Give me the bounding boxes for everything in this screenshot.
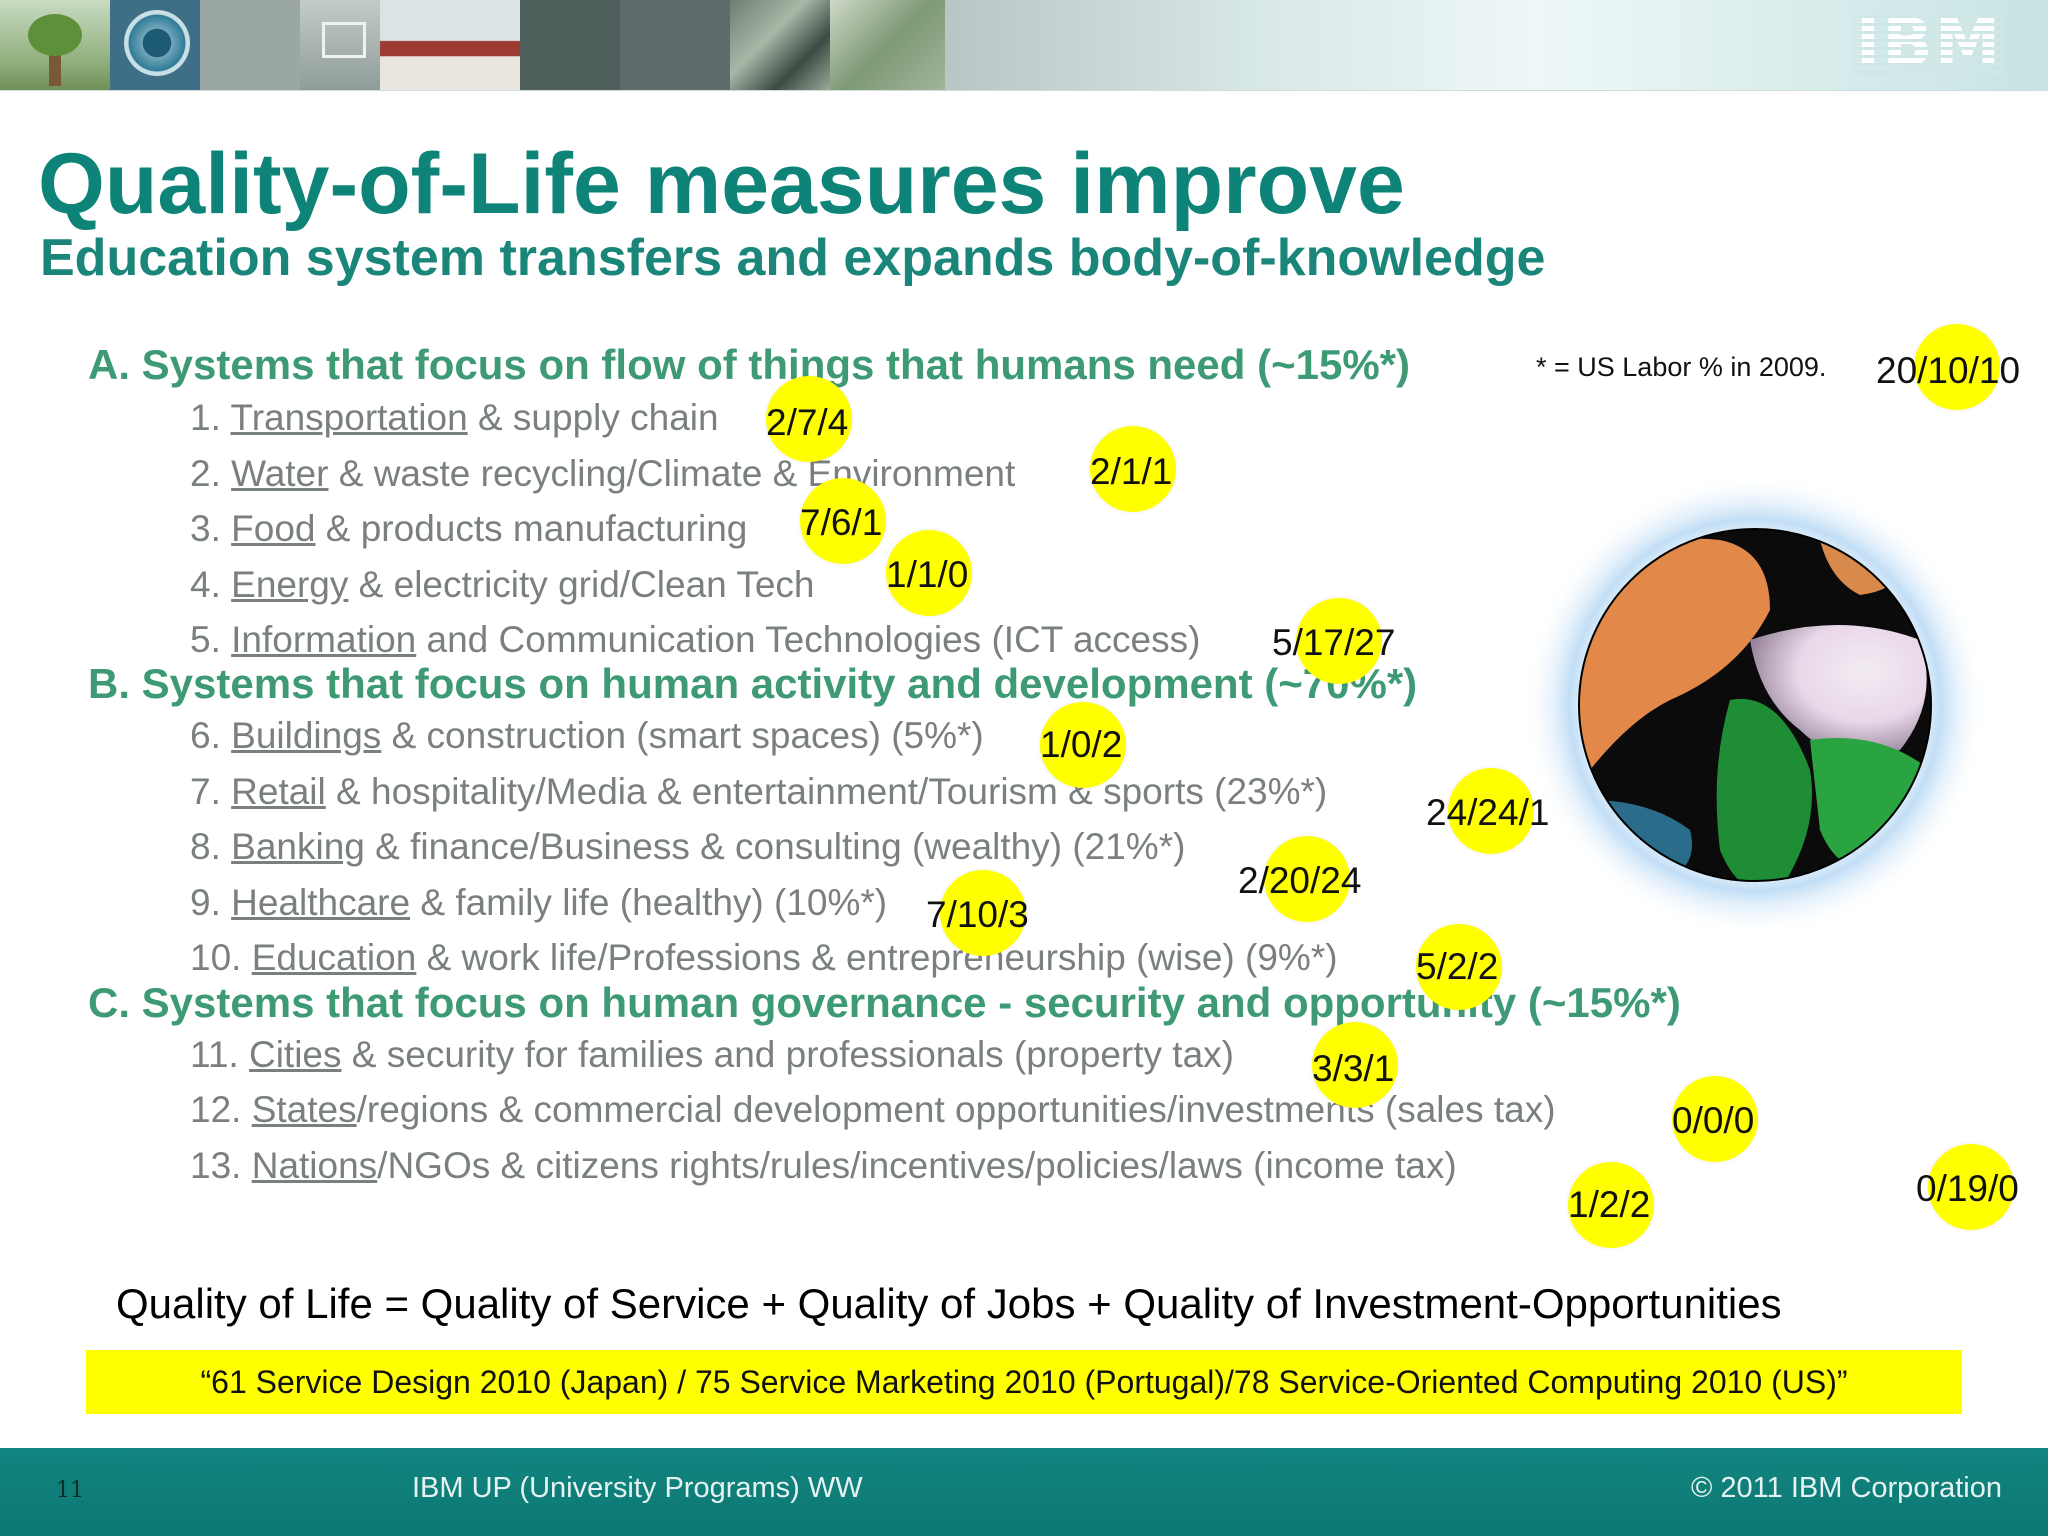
list-item: 13. Nations/NGOs & citizens rights/rules… bbox=[190, 1145, 1457, 1186]
score-badge bbox=[766, 376, 852, 462]
item-link-transportation[interactable]: Transportation bbox=[230, 397, 468, 438]
item-link-energy[interactable]: Energy bbox=[231, 564, 349, 605]
score-badge bbox=[1914, 324, 2000, 410]
list-item: 11. Cities & security for families and p… bbox=[190, 1034, 1234, 1075]
hand-photo bbox=[830, 0, 945, 90]
score-label: 7/6/1 bbox=[800, 502, 883, 543]
house-photo bbox=[380, 0, 520, 90]
footer-bar: 11 IBM UP (University Programs) WW © 201… bbox=[0, 1448, 2048, 1536]
score-label: 1/1/0 bbox=[886, 554, 969, 595]
list-item: 4. Energy & electricity grid/Clean Tech bbox=[190, 564, 815, 605]
grey-photo-2 bbox=[620, 0, 730, 90]
section-b-heading: B. Systems that focus on human activity … bbox=[88, 660, 1418, 707]
item-link-banking[interactable]: Banking bbox=[231, 826, 365, 867]
score-badge bbox=[1448, 768, 1534, 854]
score-label: 24/24/1 bbox=[1426, 792, 1550, 833]
list-item: 1. Transportation & supply chain bbox=[190, 397, 719, 438]
aerial-map-photo bbox=[730, 0, 830, 90]
item-link-cities[interactable]: Cities bbox=[248, 1034, 342, 1075]
conference-quote: “61 Service Design 2010 (Japan) / 75 Ser… bbox=[200, 1364, 1848, 1400]
item-link-education[interactable]: Education bbox=[251, 937, 417, 978]
score-label: 2/7/4 bbox=[766, 402, 849, 443]
item-link-food[interactable]: Food bbox=[231, 508, 316, 549]
highlighted-quote-bar: “61 Service Design 2010 (Japan) / 75 Ser… bbox=[86, 1350, 1962, 1414]
score-badge bbox=[1568, 1162, 1654, 1248]
score-badge bbox=[1928, 1144, 2014, 1230]
ibm-logo: IBM bbox=[1855, 4, 2003, 81]
slide-number: 11 bbox=[56, 1478, 84, 1503]
section-a-heading: A. Systems that focus on flow of things … bbox=[88, 341, 1410, 388]
score-label: 2/20/24 bbox=[1238, 860, 1362, 901]
dark-photo bbox=[520, 0, 620, 90]
score-badge bbox=[1090, 426, 1176, 512]
score-label: 5/17/27 bbox=[1272, 622, 1396, 663]
tree-image bbox=[0, 0, 110, 90]
list-item: 7. Retail & hospitality/Media & entertai… bbox=[190, 771, 1328, 812]
score-label: 7/10/3 bbox=[926, 894, 1029, 935]
score-badge bbox=[886, 530, 972, 616]
score-label: 1/2/2 bbox=[1568, 1184, 1651, 1225]
score-label: 20/10/10 bbox=[1876, 350, 2021, 391]
item-link-information[interactable]: Information bbox=[231, 619, 417, 660]
quality-of-life-equation: Quality of Life = Quality of Service + Q… bbox=[116, 1280, 1782, 1327]
score-badge bbox=[1296, 598, 1382, 684]
score-badge bbox=[1416, 924, 1502, 1010]
score-badge bbox=[1040, 702, 1126, 788]
score-label: 5/2/2 bbox=[1416, 946, 1499, 987]
header-banner: IBM bbox=[0, 0, 2048, 91]
score-label: 2/1/1 bbox=[1090, 451, 1173, 492]
list-item: 8. Banking & finance/Business & consulti… bbox=[190, 826, 1186, 867]
score-badge bbox=[940, 870, 1026, 956]
list-item: 2. Water & waste recycling/Climate & Env… bbox=[190, 453, 1016, 494]
score-label: 0/0/0 bbox=[1672, 1100, 1755, 1141]
score-badge bbox=[800, 478, 886, 564]
footer-program: IBM UP (University Programs) WW bbox=[412, 1472, 863, 1504]
page-subtitle: Education system transfers and expands b… bbox=[40, 229, 1546, 287]
lab-photo bbox=[300, 0, 380, 90]
page-title: Quality-of-Life measures improve bbox=[38, 136, 1405, 232]
score-label: 3/3/1 bbox=[1312, 1048, 1395, 1089]
score-label: 1/0/2 bbox=[1040, 724, 1123, 765]
score-badge bbox=[1264, 836, 1350, 922]
list-item: 5. Information and Communication Technol… bbox=[190, 619, 1201, 660]
list-item: 3. Food & products manufacturing bbox=[190, 508, 748, 549]
item-link-retail[interactable]: Retail bbox=[231, 771, 326, 812]
grey-photo bbox=[200, 0, 300, 90]
item-link-healthcare[interactable]: Healthcare bbox=[231, 882, 411, 923]
item-link-states[interactable]: States bbox=[251, 1089, 357, 1130]
list-item: 10. Education & work life/Professions & … bbox=[190, 937, 1338, 978]
footer-copyright: © 2011 IBM Corporation bbox=[1691, 1472, 2002, 1504]
item-link-nations[interactable]: Nations bbox=[251, 1145, 378, 1186]
list-item: 9. Healthcare & family life (healthy) (1… bbox=[190, 882, 888, 923]
cycle-diagram-image bbox=[110, 0, 200, 90]
score-label: 0/19/0 bbox=[1916, 1168, 2019, 1209]
item-link-water[interactable]: Water bbox=[231, 453, 329, 494]
section-c-heading: C. Systems that focus on human governanc… bbox=[88, 979, 1681, 1026]
globe-illustration bbox=[1523, 473, 1987, 937]
list-item: 6. Buildings & construction (smart space… bbox=[190, 715, 984, 756]
score-badge bbox=[1312, 1022, 1398, 1108]
item-link-buildings[interactable]: Buildings bbox=[231, 715, 382, 756]
labor-footnote: * = US Labor % in 2009. bbox=[1536, 352, 1827, 382]
banner-photo-strip bbox=[0, 0, 1160, 90]
score-badge bbox=[1672, 1076, 1758, 1162]
